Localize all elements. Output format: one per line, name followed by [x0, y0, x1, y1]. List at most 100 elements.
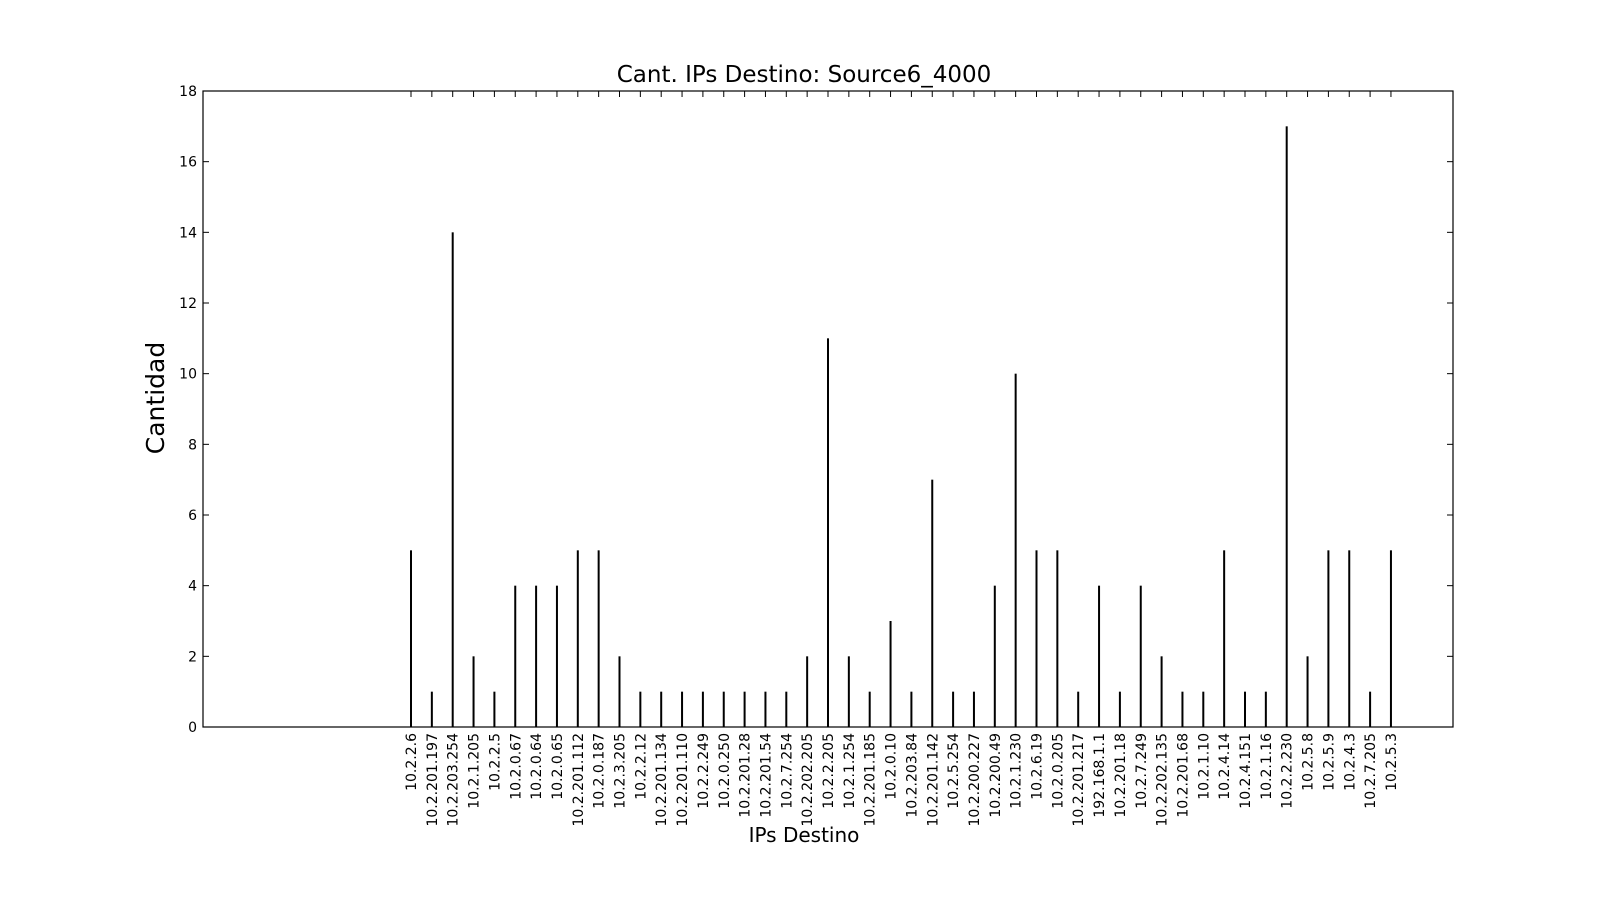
bar-10.2.0.64 [535, 585, 538, 727]
bar-10.2.7.205 [1369, 691, 1372, 727]
x-tick-label: 10.2.7.254 [779, 733, 795, 809]
bar-10.2.200.49 [993, 585, 996, 727]
bar-10.2.201.142 [931, 479, 934, 727]
bars-group [410, 126, 1392, 727]
y-tick-label: 18 [179, 84, 197, 100]
x-tick-label: 10.2.201.185 [863, 733, 879, 827]
x-tick-label: 10.2.5.8 [1301, 733, 1317, 791]
x-tick-label: 10.2.5.254 [946, 733, 962, 809]
bar-10.2.203.84 [910, 691, 913, 727]
y-axis-label: Cantidad [141, 342, 170, 454]
bar-10.2.2.205 [827, 338, 829, 727]
bar-10.2.6.19 [1035, 550, 1038, 727]
x-tick-label: 10.2.6.19 [1030, 733, 1046, 800]
bar-10.2.0.67 [514, 585, 517, 727]
plot-frame [202, 90, 1454, 728]
bar-10.2.0.65 [555, 585, 558, 727]
bar-10.2.1.230 [1014, 373, 1017, 727]
bar-10.2.202.205 [806, 656, 809, 727]
x-tick-label: 10.2.7.249 [1134, 733, 1150, 809]
bar-10.2.201.185 [868, 691, 871, 727]
bar-10.2.0.250 [722, 691, 725, 727]
x-axis-label: IPs Destino [749, 823, 860, 847]
x-tick-label: 192.168.1.1 [1092, 733, 1108, 818]
y-tick-label: 2 [188, 649, 197, 665]
bar-10.2.201.217 [1077, 691, 1080, 727]
bar-10.2.201.18 [1118, 691, 1121, 727]
x-tick-label: 10.2.201.217 [1071, 733, 1087, 827]
y-tick-label: 4 [188, 579, 197, 595]
x-tick-label: 10.2.4.14 [1217, 733, 1233, 800]
x-tick-label: 10.2.201.112 [571, 733, 587, 827]
x-tick-label: 10.2.1.205 [467, 733, 483, 809]
x-tick-label: 10.2.2.5 [487, 733, 503, 791]
x-tick-label: 10.2.203.84 [904, 733, 920, 818]
x-tick-label: 10.2.201.54 [758, 733, 774, 818]
x-ticks-group: 10.2.2.6 10.2.201.197 10.2.203.254 10.2.1.2… [404, 91, 1400, 827]
x-tick-label: 10.2.201.68 [1175, 733, 1191, 818]
bar-10.2.4.151 [1244, 691, 1246, 727]
bar-10.2.200.227 [972, 691, 975, 727]
bar-10.2.3.205 [618, 656, 621, 727]
x-tick-label: 10.2.2.230 [1280, 733, 1296, 809]
x-tick-label: 10.2.2.205 [821, 733, 837, 809]
x-tick-label: 10.2.0.65 [550, 733, 566, 800]
chart-title: Cant. IPs Destino: Source6_4000 [617, 62, 992, 88]
bar-10.2.7.249 [1139, 585, 1142, 727]
x-tick-label: 10.2.203.254 [446, 733, 462, 827]
x-tick-label: 10.2.201.197 [425, 733, 441, 827]
bar-10.2.5.9 [1327, 550, 1330, 727]
bar-10.2.1.16 [1264, 691, 1267, 727]
bar-10.2.201.134 [660, 691, 663, 727]
x-tick-label: 10.2.0.67 [508, 733, 524, 800]
y-tick-label: 16 [179, 155, 197, 171]
x-tick-label: 10.2.3.205 [613, 733, 629, 809]
x-tick-label: 10.2.202.205 [800, 733, 816, 827]
x-tick-label: 10.2.0.10 [884, 733, 900, 800]
x-tick-label: 10.2.201.134 [654, 733, 670, 827]
bar-10.2.5.254 [952, 691, 955, 727]
bar-10.2.2.12 [639, 691, 642, 727]
y-tick-label: 14 [179, 225, 197, 241]
x-tick-label: 10.2.4.3 [1342, 733, 1358, 791]
bar-10.2.1.205 [472, 656, 475, 727]
bar-10.2.4.3 [1348, 550, 1351, 727]
bar-10.2.2.6 [410, 550, 412, 727]
x-tick-label: 10.2.0.205 [1050, 733, 1066, 809]
bar-10.2.203.254 [451, 232, 454, 727]
x-tick-label: 10.2.7.205 [1363, 733, 1379, 809]
bar-10.2.201.54 [764, 691, 767, 727]
bar-10.2.7.254 [785, 691, 788, 727]
bar-10.2.4.14 [1223, 550, 1226, 727]
bar-10.2.0.187 [597, 550, 600, 727]
bar-10.2.0.10 [889, 621, 892, 727]
x-tick-label: 10.2.1.254 [842, 733, 858, 809]
x-tick-label: 10.2.200.227 [967, 733, 983, 827]
bar-10.2.1.10 [1202, 691, 1205, 727]
y-tick-label: 0 [188, 720, 197, 736]
bar-10.2.201.68 [1181, 691, 1184, 727]
x-tick-label: 10.2.5.9 [1321, 733, 1337, 791]
x-tick-label: 10.2.0.187 [592, 733, 608, 809]
x-tick-label: 10.2.202.135 [1155, 733, 1171, 827]
x-tick-label: 10.2.201.18 [1113, 733, 1129, 818]
x-tick-label: 10.2.201.28 [738, 733, 754, 818]
y-tick-label: 10 [179, 367, 197, 383]
y-tick-label: 6 [188, 508, 197, 524]
bar-10.2.2.5 [493, 691, 496, 727]
bar-10.2.202.135 [1160, 656, 1163, 727]
y-tick-label: 8 [188, 437, 197, 453]
bar-10.2.1.254 [847, 656, 850, 727]
x-tick-label: 10.2.0.64 [529, 733, 545, 800]
x-tick-label: 10.2.200.49 [988, 733, 1004, 818]
x-tick-label: 10.2.4.151 [1238, 733, 1254, 809]
bar-192.168.1.1 [1098, 585, 1101, 727]
bar-10.2.2.249 [701, 691, 704, 727]
x-tick-label: 10.2.5.3 [1384, 733, 1400, 791]
y-tick-label: 12 [179, 296, 197, 312]
bar-10.2.5.8 [1306, 656, 1309, 727]
x-tick-label: 10.2.2.249 [696, 733, 712, 809]
bar-10.2.0.205 [1056, 550, 1059, 727]
